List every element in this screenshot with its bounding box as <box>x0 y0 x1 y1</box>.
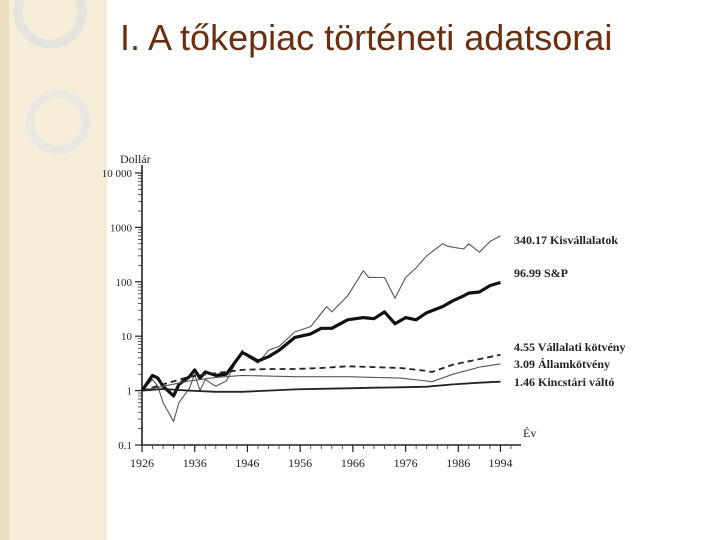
series-label-3: 4.55 Vállalati kötvény <box>514 340 625 354</box>
chart-axes: 10 000 1000 100 10 1 0.1 1926 1936 1946 1956 1966 1… <box>102 152 537 470</box>
sidebar-stripe <box>0 0 9 540</box>
chart-labels: 340.17 Kisvállalatok 96.99 S&P 4.55 Vállal… <box>514 233 625 389</box>
series-final-value: 96.99 <box>514 266 544 280</box>
ring-large <box>13 0 87 49</box>
x-tick-label: 1926 <box>130 456 154 470</box>
x-tick-label: 1946 <box>235 456 259 470</box>
series-label-5: 1.46 Kincstári váltó <box>514 375 614 389</box>
series-final-value: 4.55 <box>514 340 538 354</box>
y-tick-label: 10 <box>121 331 133 343</box>
series-label-2: 96.99 S&P <box>514 266 568 280</box>
x-tick-label: 1976 <box>394 456 418 470</box>
series-name: Államkötvény <box>538 357 610 371</box>
y-tick-label: 1000 <box>110 222 133 234</box>
x-tick-label: 1936 <box>183 456 207 470</box>
series-line-3 <box>141 353 501 392</box>
series-label-4: 3.09 Államkötvény <box>514 357 610 371</box>
x-tick-label: 1986 <box>446 456 470 470</box>
series-line-2 <box>140 280 501 398</box>
series-name: Vállalati kötvény <box>538 340 626 354</box>
series-final-value: 340.17 <box>514 233 550 247</box>
y-axis-title: Dollár <box>120 152 151 166</box>
series-label-1: 340.17 Kisvállalatok <box>514 233 618 247</box>
y-tick-label: 1 <box>127 386 133 398</box>
decorative-rings <box>13 0 90 154</box>
slide-title: I. A tőkepiac történeti adatsorai <box>120 17 613 58</box>
y-tick-label: 0.1 <box>118 440 132 452</box>
series-final-value: 1.46 <box>514 375 538 389</box>
chart-container: 10 000 1000 100 10 1 0.1 1926 1936 1946 1956 1966 1… <box>96 140 656 485</box>
x-tick-label: 1994 <box>488 456 512 470</box>
series-name: S&P <box>544 266 568 280</box>
y-tick-label: 10 000 <box>102 168 133 180</box>
y-tick-label: 100 <box>116 277 133 289</box>
chart-series <box>140 235 501 423</box>
series-line-5 <box>141 380 501 393</box>
x-axis-title: Év <box>523 426 536 440</box>
series-name: Kincstári váltó <box>538 375 614 389</box>
ring-small <box>26 90 90 154</box>
series-name: Kisvállalatok <box>550 233 618 247</box>
series-line-4 <box>141 363 501 392</box>
decorative-sidebar <box>0 0 107 540</box>
capital-market-chart: 10 000 1000 100 10 1 0.1 1926 1936 1946 1956 1966 1… <box>102 152 626 470</box>
series-final-value: 3.09 <box>514 357 538 371</box>
x-tick-label: 1966 <box>341 456 365 470</box>
x-tick-label: 1956 <box>288 456 312 470</box>
